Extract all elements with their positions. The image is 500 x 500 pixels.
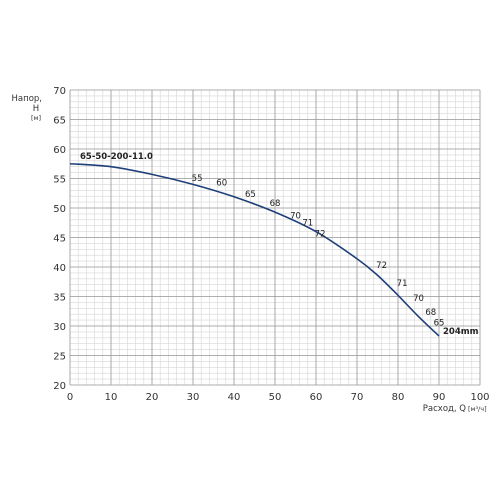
efficiency-label: 70: [290, 212, 301, 222]
y-tick-label: 50: [53, 204, 66, 215]
efficiency-label: 71: [302, 219, 313, 229]
y-tick-label: 45: [53, 234, 66, 245]
efficiency-label: 65: [245, 190, 256, 200]
x-axis-unit: [м³/ч]: [468, 405, 487, 413]
y-axis-label-line1: Напор,: [12, 94, 42, 104]
y-tick-label: 55: [53, 175, 66, 186]
efficiency-label: 68: [425, 308, 436, 318]
efficiency-label: 68: [270, 199, 281, 209]
y-tick-label: 40: [53, 263, 66, 274]
x-tick-labels: 0 10 20 30 40 50 60 70 80 90 100: [67, 392, 490, 403]
series-end-label: 204mm: [443, 327, 479, 337]
x-tick-label: 0: [67, 392, 73, 403]
y-tick-label: 20: [53, 381, 66, 392]
x-tick-label: 70: [351, 392, 364, 403]
x-tick-label: 10: [105, 392, 118, 403]
x-tick-label: 50: [269, 392, 282, 403]
x-tick-label: 40: [228, 392, 241, 403]
x-axis-label: Расход, Q: [423, 404, 467, 414]
x-tick-label: 30: [187, 392, 200, 403]
y-axis-label-line2: H: [33, 104, 39, 114]
x-tick-label: 20: [146, 392, 159, 403]
x-tick-label: 80: [392, 392, 405, 403]
efficiency-label: 65: [434, 318, 445, 328]
efficiency-label: 71: [397, 279, 408, 289]
series-line: [69, 162, 440, 337]
x-tick-label: 60: [310, 392, 323, 403]
y-tick-label: 25: [53, 352, 66, 363]
y-axis-unit: [м]: [31, 114, 41, 122]
y-tick-label: 30: [53, 322, 66, 333]
efficiency-label: 72: [376, 261, 387, 271]
y-tick-label: 60: [53, 145, 66, 156]
x-tick-label: 90: [433, 392, 446, 403]
efficiency-label: 60: [216, 179, 227, 189]
y-tick-label: 70: [53, 86, 66, 97]
y-tick-label: 35: [53, 293, 66, 304]
major-grid: [69, 89, 481, 386]
efficiency-label: 72: [315, 229, 326, 239]
y-tick-label: 65: [53, 116, 66, 127]
y-tick-labels: 20 25 30 35 40 45 50 55 60 65 70: [53, 86, 66, 392]
efficiency-label: 55: [192, 174, 203, 184]
efficiency-label: 70: [413, 294, 424, 304]
series-name-label: 65-50-200-11.0: [80, 152, 153, 162]
x-tick-label: 100: [470, 392, 489, 403]
